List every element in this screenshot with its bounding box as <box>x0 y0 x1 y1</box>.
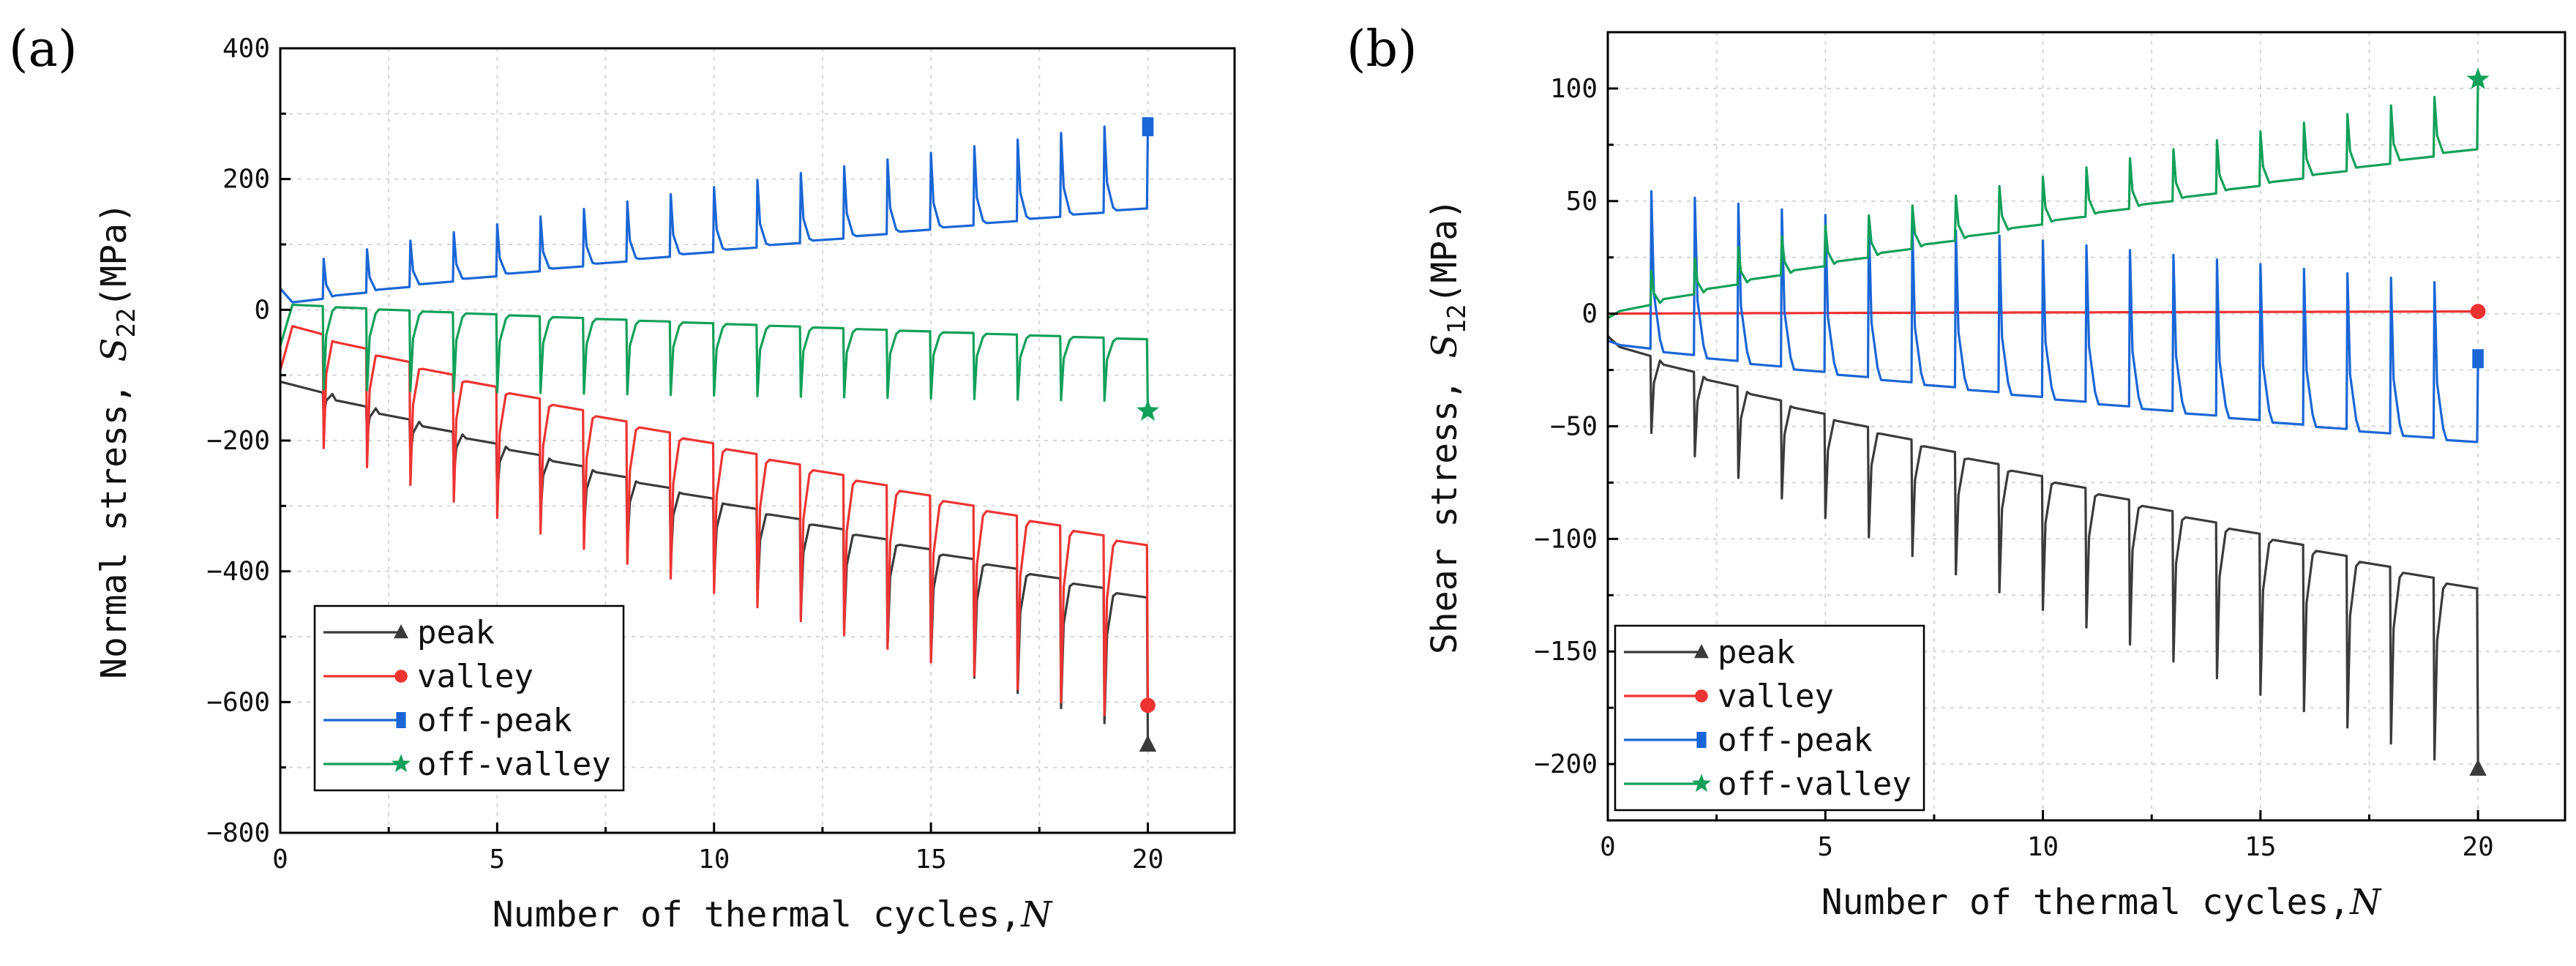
x-axis-title: Number of thermal cycles,N <box>493 894 1053 935</box>
legend-label: off-peak <box>417 702 572 739</box>
end-marker-off-valley <box>1137 399 1159 421</box>
x-tick-label: 10 <box>2027 832 2059 862</box>
series-line-off-peak <box>1607 190 2479 443</box>
y-axis-title-var: S <box>1424 334 1465 358</box>
x-tick-label: 20 <box>1132 845 1164 875</box>
y-tick-label: −600 <box>206 687 270 717</box>
legend-item-valley: valley <box>323 658 533 695</box>
x-tick-label: 15 <box>2244 832 2276 862</box>
legend-label: off-peak <box>1718 722 1873 759</box>
x-tick-label: 5 <box>490 845 506 875</box>
y-tick-label: −200 <box>206 426 270 456</box>
end-marker-peak <box>1139 735 1157 752</box>
x-axis-title-text: Number of thermal cycles, <box>1821 882 2350 923</box>
y-tick-label: 400 <box>222 34 270 64</box>
series-line-off-peak <box>279 125 1150 304</box>
legend-label: valley <box>417 658 533 695</box>
legend-marker-icon <box>1696 732 1707 748</box>
legend: peak valley off-peak off-valley <box>1614 624 1925 812</box>
legend-item-valley: valley <box>1624 678 1834 715</box>
end-marker-off-peak <box>2472 349 2484 369</box>
y-tick-label: −100 <box>1534 524 1598 554</box>
y-axis-title-var: S <box>94 338 135 362</box>
legend: peak valley off-peak off-valley <box>313 604 625 792</box>
legend-marker-icon <box>394 624 408 639</box>
legend-box <box>313 604 625 792</box>
end-marker-peak <box>2469 759 2487 776</box>
y-tick-label: 50 <box>1566 187 1598 217</box>
legend-item-off-valley: off-valley <box>1624 765 1912 803</box>
series-line-peak <box>1606 335 2479 769</box>
y-tick-label: −50 <box>1550 412 1598 442</box>
x-axis-title-var: N <box>2349 882 2382 923</box>
legend-marker-icon <box>1695 689 1708 703</box>
y-tick-label: −200 <box>1534 749 1598 779</box>
legend-marker-icon <box>391 754 411 773</box>
legend-label: off-valley <box>1718 765 1912 803</box>
x-tick-label: 20 <box>2462 832 2493 862</box>
y-axis-title-text: Normal stress, <box>94 362 135 678</box>
legend-item-peak: peak <box>1624 634 1795 671</box>
y-axis-title: Normal stress, S22(MPa) <box>94 202 141 679</box>
y-axis-title: Shear stress, S12(MPa) <box>1424 198 1472 654</box>
y-axis-title-unit: (MPa) <box>94 202 135 308</box>
y-axis-title-sub: 22 <box>112 308 141 338</box>
chart-panel-a: (a) 0 5 10 15 20 −800 −600 −400 −200 0 200 400 Number… <box>9 20 1236 935</box>
series-line-off-valley <box>279 303 1150 411</box>
y-axis-title-sub: 12 <box>1442 304 1472 334</box>
x-axis-title: Number of thermal cycles,N <box>1821 882 2382 923</box>
y-tick-label: −150 <box>1534 637 1598 667</box>
chart-panel-b: (b) 0 5 10 15 20 −200 −150 −100 −50 0 50 100 Number o… <box>1347 20 2566 923</box>
end-marker-valley <box>1140 697 1156 714</box>
legend-marker-icon <box>396 712 406 728</box>
series-line-off-valley <box>1607 79 2479 320</box>
end-marker-off-valley <box>2466 67 2490 89</box>
end-marker-off-peak <box>1142 117 1154 137</box>
legend-marker-icon <box>394 670 408 683</box>
legend-box <box>1614 624 1925 812</box>
legend-item-peak: peak <box>323 614 495 651</box>
end-marker-valley <box>2470 304 2486 319</box>
legend-label: peak <box>1718 634 1795 671</box>
y-axis-title-text: Shear stress, <box>1424 358 1465 654</box>
legend-label: off-valley <box>417 746 611 783</box>
panel-label: (a) <box>9 20 78 78</box>
y-tick-label: 0 <box>254 295 270 325</box>
y-tick-label: 200 <box>222 165 270 195</box>
legend-item-off-peak: off-peak <box>1624 722 1873 759</box>
x-axis-title-text: Number of thermal cycles, <box>493 894 1021 935</box>
legend-label: peak <box>417 614 495 651</box>
legend-item-off-valley: off-valley <box>323 746 611 783</box>
y-axis-title-unit: (MPa) <box>1424 198 1465 304</box>
y-tick-label: 100 <box>1550 74 1598 104</box>
series-line-valley <box>279 325 1150 716</box>
y-tick-label: 0 <box>1581 299 1598 329</box>
legend-marker-icon <box>1694 644 1709 659</box>
legend-label: valley <box>1718 678 1834 715</box>
panel-label: (b) <box>1347 20 1418 78</box>
x-tick-label: 0 <box>1600 832 1616 862</box>
legend-marker-icon <box>1691 774 1712 793</box>
x-tick-label: 0 <box>272 845 288 875</box>
x-tick-label: 15 <box>915 845 946 875</box>
x-tick-label: 5 <box>1817 832 1833 862</box>
y-tick-label: −800 <box>206 818 270 848</box>
legend-item-off-peak: off-peak <box>323 702 572 739</box>
x-axis-title-var: N <box>1020 894 1053 935</box>
y-tick-label: −400 <box>206 557 270 587</box>
x-tick-label: 10 <box>698 845 730 875</box>
